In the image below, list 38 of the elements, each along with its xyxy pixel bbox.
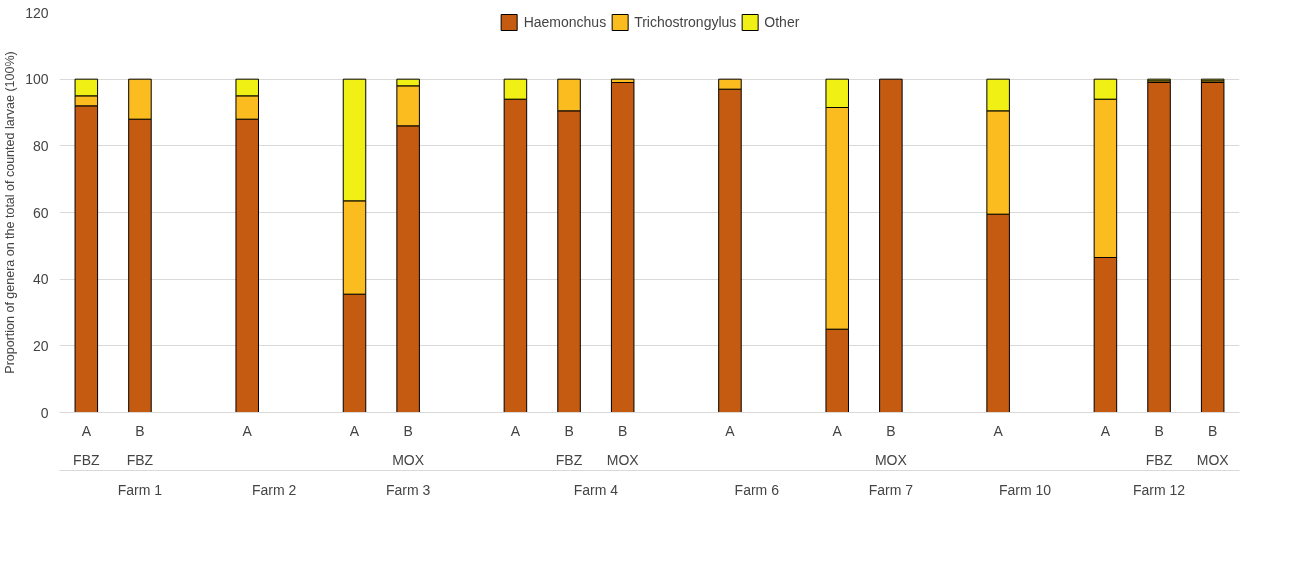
y-tick-label: 0 [40,404,49,421]
text: Farm 2 [251,481,297,498]
y-tick-label: 20 [32,337,49,354]
category-label: B FBZ [126,422,154,468]
y-tick-label: 60 [32,204,49,221]
y-tick-label: 80 [32,137,49,154]
category-label: B MOX [1196,422,1229,468]
category-label: B MOX [392,422,425,468]
text: Farm 7 [868,481,914,498]
y-tick-label: 120 [25,4,49,21]
category-label: B FBZ [555,422,583,468]
text: Farm 1 [117,481,163,498]
bar [1147,82,1171,413]
y-tick-label: 100 [25,71,49,88]
category-label: B FBZ [1145,422,1173,468]
y-tick-label: 40 [32,271,49,288]
category-label: B MOX [874,422,907,468]
text: Farm 6 [734,481,780,498]
legend-label: Trichostrongylus [634,14,737,30]
bar [1200,82,1225,413]
legend-label: Haemonchus [523,14,607,30]
text: Farm 12 [1132,481,1186,498]
text: Farm 3 [385,481,431,498]
y-axis-title: Proportion of genera on the total of counted larvae (100%) [3,51,18,374]
text: Farm 10 [998,481,1052,498]
bar [610,82,635,413]
legend-label: Other [764,14,800,30]
category-label: A FBZ [73,422,100,468]
x-tick-label: A [725,422,736,439]
x-tick-label: A [993,422,1004,439]
x-tick-label: A [832,422,843,439]
bar [879,78,903,413]
x-tick-label: A [1100,422,1111,439]
x-tick-label: A [349,422,360,439]
category-label: B MOX [606,422,639,468]
text: Farm 4 [573,481,619,498]
x-tick-label: A [242,422,253,439]
x-tick-label: A [510,422,521,439]
